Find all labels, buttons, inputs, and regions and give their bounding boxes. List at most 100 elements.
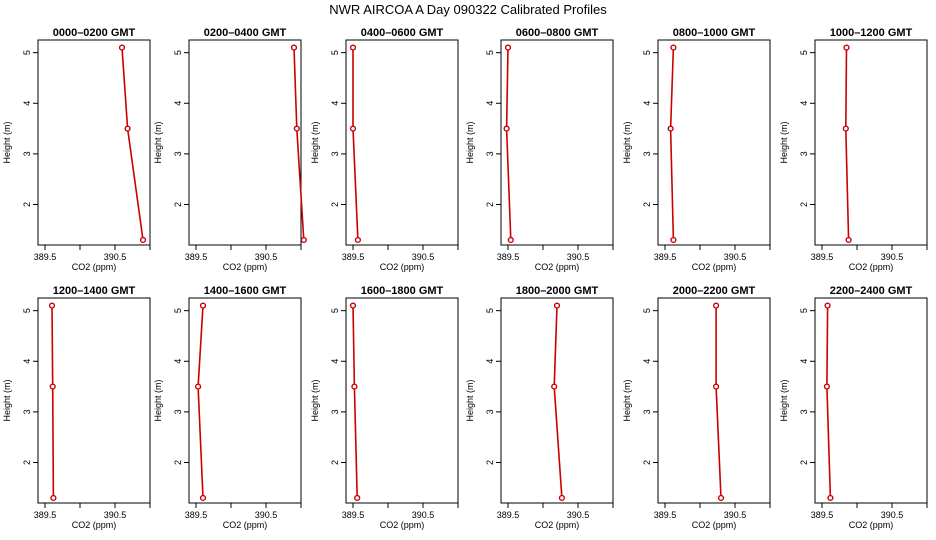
x-tick-label: 390.5: [567, 510, 590, 520]
x-tick-label: 390.5: [412, 252, 435, 262]
panel-title: 0000–0200 GMT: [53, 27, 136, 39]
y-tick-label: 5: [642, 50, 652, 55]
y-tick-label: 3: [173, 151, 183, 156]
x-tick-label: 389.5: [342, 510, 365, 520]
x-axis-label: CO2 (ppm): [380, 262, 425, 272]
x-axis-label: CO2 (ppm): [692, 262, 737, 272]
y-tick-label: 5: [173, 308, 183, 313]
panel-5: 0800–1000 GMT 389.5 390.5 2 3 4 5 CO2 (ppm) Heig…: [622, 27, 771, 272]
x-tick-label: 390.5: [881, 252, 904, 262]
data-point: [558, 494, 566, 502]
data-point: [349, 125, 357, 132]
data-point: [199, 494, 207, 502]
panel-title: 1800–2000 GMT: [516, 285, 599, 297]
x-tick-label: 390.5: [724, 252, 747, 262]
profile-line: [121, 47, 144, 241]
plot-frame: [188, 297, 302, 504]
data-point: [827, 494, 834, 502]
y-axis-label: Height (m): [2, 121, 12, 163]
y-tick-label: 3: [799, 409, 809, 414]
x-tick-label: 390.5: [567, 252, 590, 262]
data-point: [670, 44, 677, 51]
data-point: [504, 44, 512, 51]
y-tick-label: 5: [642, 308, 652, 313]
y-tick-label: 4: [330, 359, 340, 364]
data-point: [824, 302, 831, 309]
data-point: [139, 236, 147, 244]
panel-7: 1200–1400 GMT 389.5 390.5 2 3 4 5 CO2 (ppm) Heig…: [2, 285, 151, 530]
y-axis-label: Height (m): [153, 379, 163, 421]
panel-title: 1200–1400 GMT: [53, 285, 136, 297]
data-point: [845, 236, 852, 244]
plot-frame: [345, 297, 459, 504]
y-tick-label: 5: [485, 50, 495, 55]
data-point: [712, 302, 720, 309]
profile-line: [826, 305, 832, 498]
x-tick-label: 389.5: [185, 252, 208, 262]
x-tick-label: 390.5: [104, 252, 127, 262]
y-tick-label: 3: [642, 409, 652, 414]
panel-3: 0400–0600 GMT 389.5 390.5 2 3 4 5 CO2 (ppm) Heig…: [310, 27, 459, 272]
data-point: [349, 302, 357, 309]
panel-1: 0000–0200 GMT 389.5 390.5 2 3 4 5 CO2 (ppm) Heig…: [2, 27, 151, 272]
x-tick-label: 389.5: [185, 510, 208, 520]
y-tick-label: 2: [173, 460, 183, 465]
plot-frame: [500, 39, 614, 246]
data-point: [670, 236, 677, 244]
data-point: [351, 383, 358, 390]
panel-title: 0200–0400 GMT: [204, 27, 287, 39]
panel-title: 1400–1600 GMT: [204, 285, 287, 297]
y-tick-label: 5: [22, 308, 32, 313]
data-point: [823, 383, 831, 390]
x-tick-label: 389.5: [497, 510, 520, 520]
data-point: [349, 44, 357, 51]
y-tick-label: 2: [330, 460, 340, 465]
y-tick-label: 2: [642, 202, 652, 207]
x-tick-label: 390.5: [724, 510, 747, 520]
x-tick-label: 390.5: [255, 252, 278, 262]
y-tick-label: 2: [22, 460, 32, 465]
y-tick-label: 3: [330, 151, 340, 156]
y-tick-label: 4: [173, 359, 183, 364]
profile-line: [715, 305, 722, 498]
x-tick-label: 390.5: [412, 510, 435, 520]
panel-2: 0200–0400 GMT 389.5 390.5 2 3 4 5 CO2 (ppm) Heig…: [153, 27, 307, 272]
x-tick-label: 389.5: [654, 510, 677, 520]
data-point: [300, 236, 307, 244]
data-point: [290, 44, 298, 51]
x-tick-label: 390.5: [881, 510, 904, 520]
data-point: [124, 125, 131, 132]
panel-4: 0600–0800 GMT 389.5 390.5 2 3 4 5 CO2 (ppm) Heig…: [465, 27, 614, 272]
y-tick-label: 3: [330, 409, 340, 414]
y-axis-label: Height (m): [622, 379, 632, 421]
x-axis-label: CO2 (ppm): [223, 520, 268, 530]
y-tick-label: 4: [485, 359, 495, 364]
x-axis-label: CO2 (ppm): [535, 520, 580, 530]
x-axis-label: CO2 (ppm): [849, 520, 894, 530]
y-tick-label: 5: [799, 308, 809, 313]
y-tick-label: 5: [22, 50, 32, 55]
figure-title: NWR AIRCOA A Day 090322 Calibrated Profi…: [329, 2, 607, 17]
data-point: [553, 302, 561, 309]
y-tick-label: 4: [22, 101, 32, 106]
panel-title: 0800–1000 GMT: [673, 27, 756, 39]
data-point: [195, 383, 202, 390]
panel-6: 1000–1200 GMT 389.5 390.5 2 3 4 5 CO2 (ppm) Heig…: [779, 27, 928, 272]
x-tick-label: 389.5: [497, 252, 520, 262]
y-tick-label: 3: [485, 151, 495, 156]
y-tick-label: 2: [799, 202, 809, 207]
y-tick-label: 2: [485, 202, 495, 207]
y-tick-label: 2: [330, 202, 340, 207]
data-point: [48, 302, 56, 309]
plot-frame: [657, 297, 771, 504]
x-tick-label: 389.5: [34, 252, 57, 262]
data-point: [712, 383, 720, 390]
y-tick-label: 4: [642, 101, 652, 106]
y-tick-label: 4: [22, 359, 32, 364]
y-tick-label: 5: [799, 50, 809, 55]
y-tick-label: 3: [485, 409, 495, 414]
profile-line: [197, 305, 204, 498]
y-tick-label: 3: [22, 151, 32, 156]
x-axis-label: CO2 (ppm): [72, 262, 117, 272]
